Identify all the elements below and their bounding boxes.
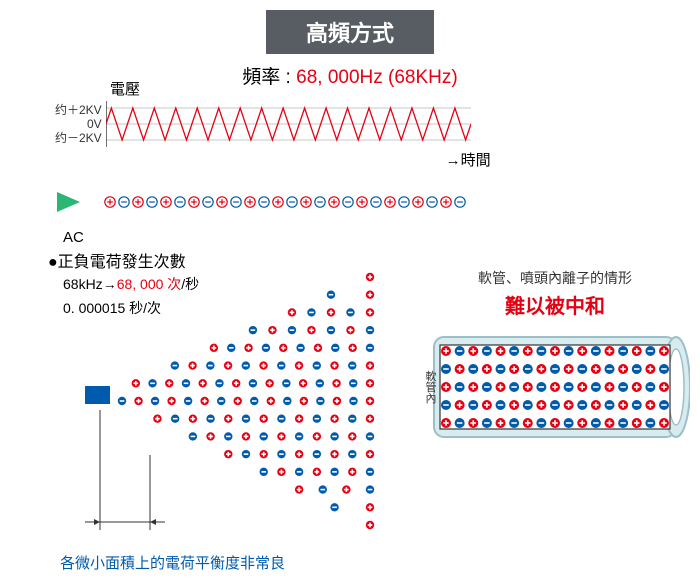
waveform-tick-zero: 0V [55, 117, 102, 131]
spray-caption: 各微小面積上的電荷平衡度非常良 [60, 552, 285, 573]
tube-subtitle: 難以被中和 [420, 290, 690, 319]
waveform-tick-pos: 约＋2KV [55, 103, 102, 117]
spray-diagram [85, 265, 395, 540]
time-axis-label: →時間 [55, 149, 491, 170]
tube-diagram: 軟管內 [420, 327, 690, 447]
voltage-axis-label: 電壓 [110, 78, 471, 99]
ac-label: AC [63, 229, 485, 246]
svg-text:軟管內: 軟管內 [424, 369, 437, 404]
waveform-tick-neg: 约－2KV [55, 131, 102, 145]
title-pill: 高頻方式 [266, 10, 434, 54]
waveform-chart [106, 101, 471, 147]
tube-title: 軟管、噴頭內離子的情形 [420, 268, 690, 288]
ac-ion-row [55, 188, 485, 228]
